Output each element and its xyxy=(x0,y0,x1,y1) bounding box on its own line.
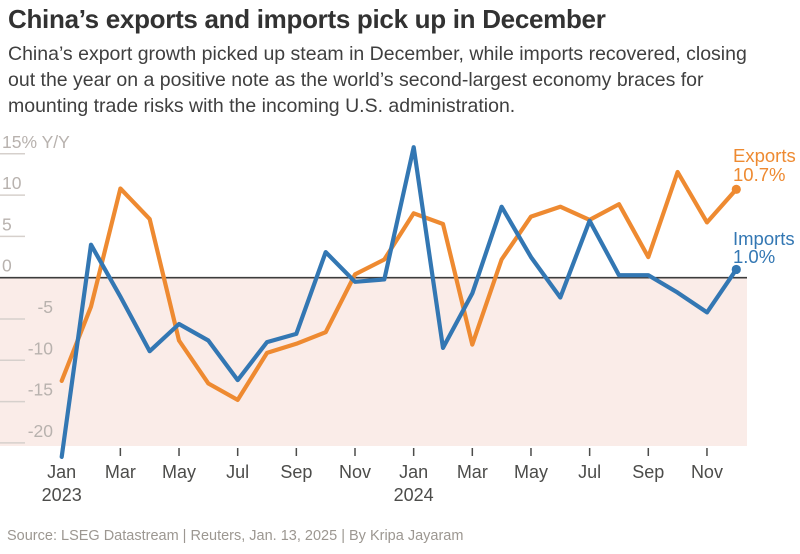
x-axis-month-label: Jan xyxy=(399,462,428,482)
chart-subtitle: China’s export growth picked up steam in… xyxy=(8,43,747,117)
imports-value-label: 1.0% xyxy=(733,246,775,267)
y-axis-tick-label: -10 xyxy=(28,338,54,358)
x-axis-month-label: Nov xyxy=(339,462,371,482)
y-axis-tick-label: -5 xyxy=(37,297,53,317)
x-axis-month-label: Jan xyxy=(47,462,76,482)
exports-line xyxy=(59,169,739,402)
x-axis-month-label: Sep xyxy=(632,462,664,482)
imports-series-label: Imports xyxy=(733,228,795,249)
x-axis-year-label: 2023 xyxy=(42,485,82,505)
exports-value-label: 10.7% xyxy=(733,164,785,185)
x-axis-month-label: Mar xyxy=(105,462,136,482)
y-axis-tick-label: -15 xyxy=(28,380,53,400)
y-axis-tick-label: 15% Y/Y xyxy=(2,132,70,152)
x-axis-month-label: Jul xyxy=(226,462,249,482)
chart-title: China’s exports and imports pick up in D… xyxy=(8,4,606,34)
imports-end-dot xyxy=(731,264,741,275)
x-axis-month-label: Nov xyxy=(691,462,723,482)
y-axis-tick-label: 0 xyxy=(2,256,12,276)
imports-line xyxy=(59,145,739,459)
source-attribution: Source: LSEG Datastream | Reuters, Jan. … xyxy=(7,528,464,544)
negative-region-shade xyxy=(0,277,747,446)
x-axis-year-label: 2024 xyxy=(394,485,434,505)
x-axis-month-label: May xyxy=(514,462,548,482)
chart-header: China’s exports and imports pick up in D… xyxy=(8,4,796,119)
x-axis-month-label: Jul xyxy=(578,462,601,482)
exports-series-label: Exports xyxy=(733,145,796,166)
exports-end-dot xyxy=(731,184,741,194)
x-axis-month-label: May xyxy=(162,462,196,482)
x-axis-month-label: Mar xyxy=(457,462,488,482)
y-axis-tick-label: 10 xyxy=(2,173,22,193)
y-axis-tick-label: 5 xyxy=(2,214,12,234)
x-axis-month-label: Sep xyxy=(280,462,312,482)
y-axis-tick-label: -20 xyxy=(28,421,54,441)
